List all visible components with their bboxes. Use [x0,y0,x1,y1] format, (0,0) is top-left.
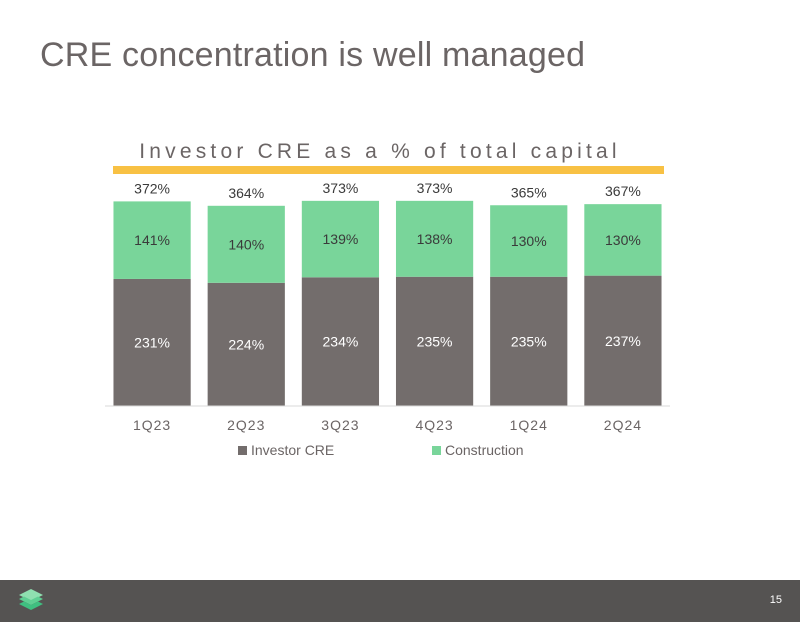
bar-investor-cre-4q23 [395,276,474,406]
data-label-investor-cre: 224% [228,336,264,352]
total-label: 367% [605,183,641,199]
x-tick-label: 2Q23 [227,417,265,433]
chart-title: Investor CRE as a % of total capital [139,140,621,163]
total-label: 373% [323,180,359,196]
bar-construction-2q24 [584,204,662,276]
bar-construction-1q23 [113,201,191,279]
data-label-investor-cre: 234% [323,334,359,350]
x-tick-label: 4Q23 [415,417,453,433]
data-label-construction: 130% [605,232,641,248]
bar-construction-1q24 [490,205,568,277]
bar-construction-2q23 [207,205,285,283]
data-label-investor-cre: 235% [417,333,453,349]
bar-investor-cre-2q23 [207,282,285,406]
stacked-bar-chart: 231% 141% 372% 1Q23 224% 140% 364% 2Q23 234% 139%… [105,180,670,433]
bar-construction-4q23 [395,200,474,277]
slide-title: CRE concentration is well managed [40,36,586,74]
bar-investor-cre-1q24 [490,276,568,406]
data-label-investor-cre: 235% [511,333,547,349]
legend-item-investor-cre: Investor CRE [238,442,334,458]
page-number: 15 [769,594,782,606]
data-label-construction: 141% [134,232,170,248]
data-label-investor-cre: 237% [605,333,641,349]
data-label-construction: 130% [511,233,547,249]
data-label-construction: 139% [323,231,359,247]
bar-construction-3q23 [301,200,380,278]
data-label-construction: 140% [228,236,264,252]
bar-investor-cre-1q23 [113,278,191,406]
legend-label-investor-cre: Investor CRE [251,442,335,458]
legend-swatch-construction [432,445,441,455]
legend-swatch-investor-cre [238,445,247,455]
bar-investor-cre-3q23 [301,277,380,406]
data-label-construction: 138% [417,231,453,247]
bar-investor-cre-2q24 [584,275,662,406]
title-accent-bar [113,166,664,174]
total-label: 365% [511,184,547,200]
legend-item-construction: Construction [432,442,524,458]
x-tick-label: 1Q24 [510,417,548,433]
legend-label-construction: Construction [445,442,524,458]
total-label: 373% [417,180,453,196]
data-label-investor-cre: 231% [134,334,170,350]
total-label: 364% [228,185,264,201]
total-label: 372% [134,180,170,196]
chart-legend: Investor CRE Construction [0,442,800,462]
x-tick-label: 3Q23 [321,417,359,433]
layers-logo-icon [19,589,43,610]
footer-bar: 15 [0,580,800,622]
x-tick-label: 1Q23 [133,417,171,433]
x-tick-label: 2Q24 [604,417,642,433]
